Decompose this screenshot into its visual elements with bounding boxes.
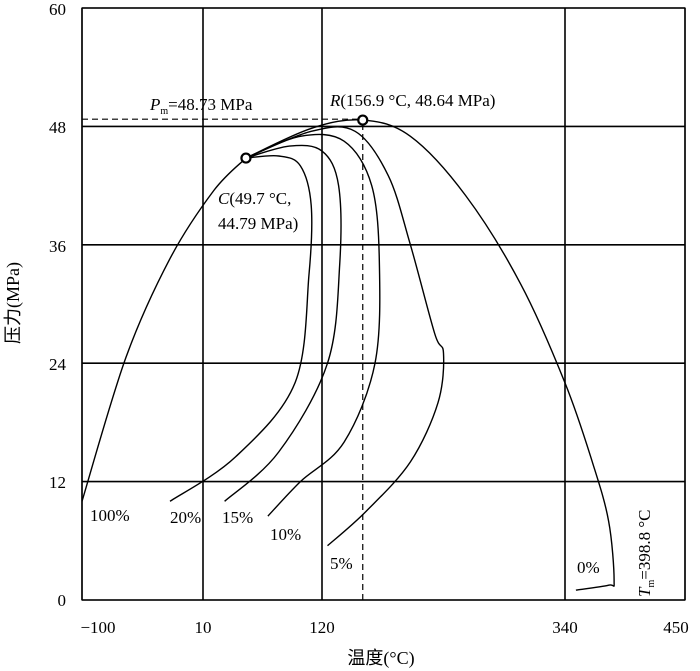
curve-label-0: 0% xyxy=(577,558,600,577)
y-tick-label: 60 xyxy=(49,0,66,19)
curve-100pct xyxy=(81,157,247,502)
tm-annotation: Tm=398.8 °C xyxy=(635,510,657,597)
curve-label-10: 10% xyxy=(270,525,301,544)
curve-label-100: 100% xyxy=(90,506,130,525)
pm-symbol: P xyxy=(149,95,160,114)
curve-5pct xyxy=(245,126,445,547)
r-value: (156.9 °C, 48.64 MPa) xyxy=(340,91,495,110)
point-r xyxy=(357,114,369,126)
x-axis-title: 温度(°C) xyxy=(347,648,414,669)
y-tick-label: 24 xyxy=(49,355,67,374)
c-line-1: (49.7 °C, xyxy=(229,189,291,208)
r-annotation: R(156.9 °C, 48.64 MPa) xyxy=(329,91,495,110)
curve-0pct xyxy=(245,119,615,591)
curve-label-5: 5% xyxy=(330,554,353,573)
pm-annotation: Pm=48.73 MPa xyxy=(149,95,253,117)
x-tick-labels: −100 10 120 340 450 xyxy=(80,618,688,637)
curve-20pct xyxy=(169,155,313,502)
x-tick-label: 10 xyxy=(195,618,212,637)
y-axis-title: 压力(MPa) xyxy=(3,262,24,344)
x-tick-label: 450 xyxy=(663,618,689,637)
tm-value: =398.8 °C xyxy=(635,510,654,580)
curve-label-15: 15% xyxy=(222,508,253,527)
tm-subscript: m xyxy=(646,580,657,588)
c-annotation: C(49.7 °C, xyxy=(218,189,291,208)
grid-layer xyxy=(81,7,686,601)
dashed-guides xyxy=(82,118,364,600)
y-tick-label: 48 xyxy=(49,118,66,137)
tm-symbol: T xyxy=(635,586,654,597)
pm-value: =48.73 MPa xyxy=(168,95,253,114)
point-c xyxy=(240,152,252,164)
curve-15pct xyxy=(224,144,342,502)
x-tick-label: −100 xyxy=(80,618,115,637)
curve-10pct xyxy=(245,133,381,517)
c-symbol: C xyxy=(218,189,230,208)
x-tick-label: 340 xyxy=(552,618,578,637)
r-symbol: R xyxy=(329,91,341,110)
marked-points xyxy=(240,114,369,164)
c-annotation-line-2: 44.79 MPa) xyxy=(218,214,298,233)
y-tick-label: 36 xyxy=(49,237,66,256)
y-tick-labels: 0 12 24 36 48 60 xyxy=(49,0,67,610)
phase-curves xyxy=(81,119,615,591)
curve-label-20: 20% xyxy=(170,508,201,527)
y-tick-label: 0 xyxy=(58,591,67,610)
x-tick-label: 120 xyxy=(309,618,335,637)
pm-subscript: m xyxy=(160,106,168,117)
y-tick-label: 12 xyxy=(49,473,66,492)
